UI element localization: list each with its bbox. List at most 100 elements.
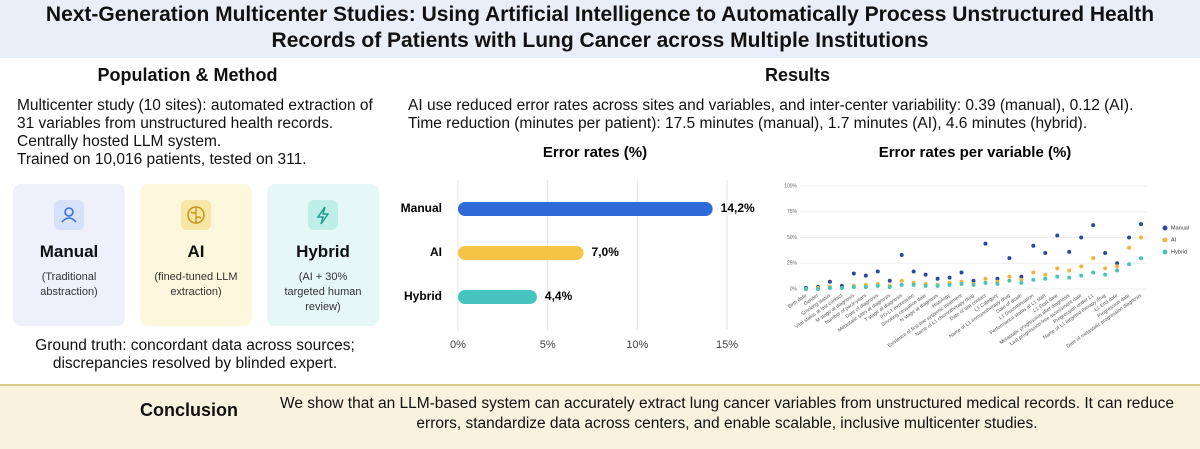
y-tick-label: 50% — [787, 235, 798, 241]
dot — [923, 272, 928, 277]
icon — [308, 200, 338, 230]
y-tick-label: 25% — [787, 261, 798, 267]
x-tick-label: 10% — [626, 339, 648, 351]
dot — [911, 269, 916, 274]
section-heading: Results — [764, 65, 831, 85]
dot — [1079, 235, 1084, 240]
value-label: 4,4% — [545, 289, 573, 303]
dot — [875, 269, 880, 274]
bar — [458, 246, 584, 260]
dot — [911, 282, 916, 287]
text-line: 31 variables from unstructured health re… — [17, 115, 334, 132]
dot — [1055, 233, 1060, 238]
bolt-icon — [316, 206, 330, 225]
dot — [1067, 268, 1072, 273]
icon — [181, 200, 211, 230]
text-line: discrepancies resolved by blinded expert… — [52, 355, 338, 372]
ground-truth: Ground truth: concordant data across sou… — [0, 337, 390, 373]
legend-swatch — [1162, 237, 1168, 243]
dot — [1127, 245, 1132, 250]
conclusion: Conclusion We show that an LLM-based sys… — [0, 384, 1200, 449]
text-line: Trained on 10,016 patients, tested on 31… — [17, 151, 307, 168]
title: Next-Generation Multicenter Studies: Usi… — [0, 0, 1200, 58]
dot — [983, 280, 988, 285]
dot — [935, 276, 940, 281]
legend-swatch — [1162, 249, 1168, 255]
dot — [983, 241, 988, 246]
category-label: Hybrid — [404, 289, 442, 303]
section-heading: Population & Method — [97, 65, 278, 85]
dot — [899, 253, 904, 258]
dot — [995, 276, 1000, 281]
dot — [983, 276, 988, 281]
card-description: (Traditional abstraction) — [40, 271, 98, 298]
conclusion-label: Conclusion — [140, 400, 238, 420]
dot — [851, 284, 856, 289]
dot — [1103, 266, 1108, 271]
dot — [1019, 274, 1024, 279]
y-tick-label: 100% — [784, 183, 797, 189]
card: AI (fined-tuned LLM extraction) — [140, 184, 252, 326]
value-label: 7,0% — [592, 245, 620, 259]
card-description: (AI + 30% targeted human review) — [284, 271, 362, 313]
results-text: AI use reduced error rates across sites … — [408, 97, 1133, 133]
dot — [1139, 235, 1144, 240]
legend-label: Manual — [1171, 225, 1189, 231]
card-description: (fined-tuned LLM extraction) — [154, 271, 238, 298]
x-tick-label: 0% — [450, 339, 466, 351]
value-label: 14,2% — [721, 201, 755, 215]
dot — [971, 278, 976, 283]
dot — [1127, 235, 1132, 240]
dot — [1043, 276, 1048, 281]
dot — [971, 282, 976, 287]
chart-title: Error rates (%) — [543, 144, 647, 161]
x-tick-label: 5% — [540, 339, 556, 351]
dot — [1043, 272, 1048, 277]
dot — [887, 284, 892, 289]
dot — [1103, 250, 1108, 255]
dot — [1067, 275, 1072, 280]
card-title: Hybrid — [296, 242, 350, 261]
dot — [1115, 261, 1120, 266]
dot — [1127, 262, 1132, 267]
dot — [1007, 278, 1012, 283]
text-line: AI use reduced error rates across sites … — [408, 97, 1134, 114]
dot — [839, 285, 844, 290]
dot — [1043, 250, 1048, 255]
card-title: Manual — [39, 242, 99, 261]
brain-icon — [187, 206, 205, 224]
dot — [863, 284, 868, 289]
dot — [1067, 249, 1072, 254]
card: Manual (Traditional abstraction) — [13, 184, 125, 326]
category-label: Manual — [401, 201, 442, 215]
dot — [1007, 274, 1012, 279]
text-line: Ground truth: concordant data across sou… — [35, 337, 355, 354]
method-text: Multicenter study (10 sites): automated … — [17, 97, 373, 169]
legend-label: AI — [1171, 237, 1177, 243]
conclusion-text: We show that an LLM-based system can acc… — [280, 395, 1174, 432]
y-tick-label: 75% — [787, 209, 798, 215]
text-line: Time reduction (minutes per patient): 17… — [408, 115, 1088, 132]
text-line: Multicenter study (10 sites): automated … — [17, 97, 373, 114]
dot — [959, 270, 964, 275]
dot — [851, 271, 856, 276]
x-tick-label: 15% — [716, 339, 738, 351]
dot — [947, 282, 952, 287]
dot — [1031, 243, 1036, 248]
dot — [1079, 264, 1084, 269]
bar — [458, 202, 713, 216]
legend-swatch — [1162, 225, 1168, 231]
dot — [1091, 256, 1096, 261]
card-title: AI — [187, 242, 205, 261]
dot — [1139, 256, 1144, 261]
dot — [827, 279, 832, 284]
dot-chart: Error rates per variable (%) 0% 25% 50% 75% 1… — [784, 144, 1189, 350]
dot — [935, 283, 940, 288]
dot — [815, 287, 820, 291]
dot — [899, 278, 904, 283]
dot — [803, 287, 808, 291]
dot — [1115, 268, 1120, 273]
category-label: AI — [430, 245, 442, 259]
dot — [1019, 280, 1024, 285]
